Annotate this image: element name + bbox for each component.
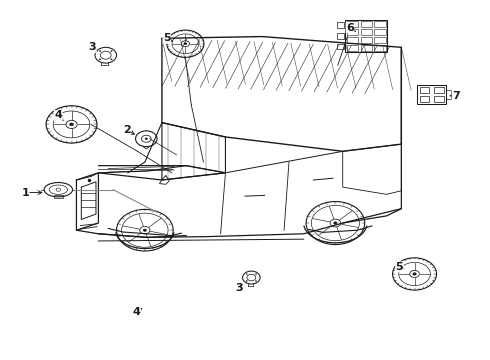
Circle shape [334,222,337,224]
Text: 6: 6 [346,23,354,33]
Circle shape [246,274,247,275]
Bar [347,21,358,27]
Circle shape [70,123,74,126]
Text: 5: 5 [163,33,171,43]
Bar [337,33,344,39]
Bar [347,28,358,35]
Bar [374,45,386,51]
Text: 4: 4 [54,111,62,121]
Bar [337,44,344,49]
Text: 7: 7 [452,91,460,101]
Bar [54,195,63,198]
Bar [434,96,443,103]
Circle shape [111,50,112,51]
Bar [347,45,358,51]
Bar [374,37,386,43]
Bar [446,90,451,99]
Bar [417,85,446,104]
Circle shape [255,274,257,275]
Bar [347,37,358,43]
Bar [420,87,429,93]
Circle shape [255,280,257,282]
Bar [374,21,386,27]
Circle shape [111,59,112,60]
Bar [345,20,387,52]
Bar [361,28,372,35]
Bar [361,45,372,51]
Bar [337,22,344,28]
Circle shape [145,138,147,140]
Bar [361,37,372,43]
Text: 3: 3 [235,283,243,293]
Bar [374,28,386,35]
Circle shape [413,273,416,275]
Text: 5: 5 [395,262,403,272]
Text: 4: 4 [133,307,141,317]
Bar [420,96,429,103]
Circle shape [99,59,101,60]
Text: 2: 2 [123,125,131,135]
Circle shape [246,280,247,282]
Text: 1: 1 [21,188,29,198]
Circle shape [99,50,101,51]
Circle shape [184,42,187,45]
Circle shape [143,229,147,231]
Text: 3: 3 [89,42,97,52]
Bar [361,21,372,27]
Bar [434,87,443,93]
